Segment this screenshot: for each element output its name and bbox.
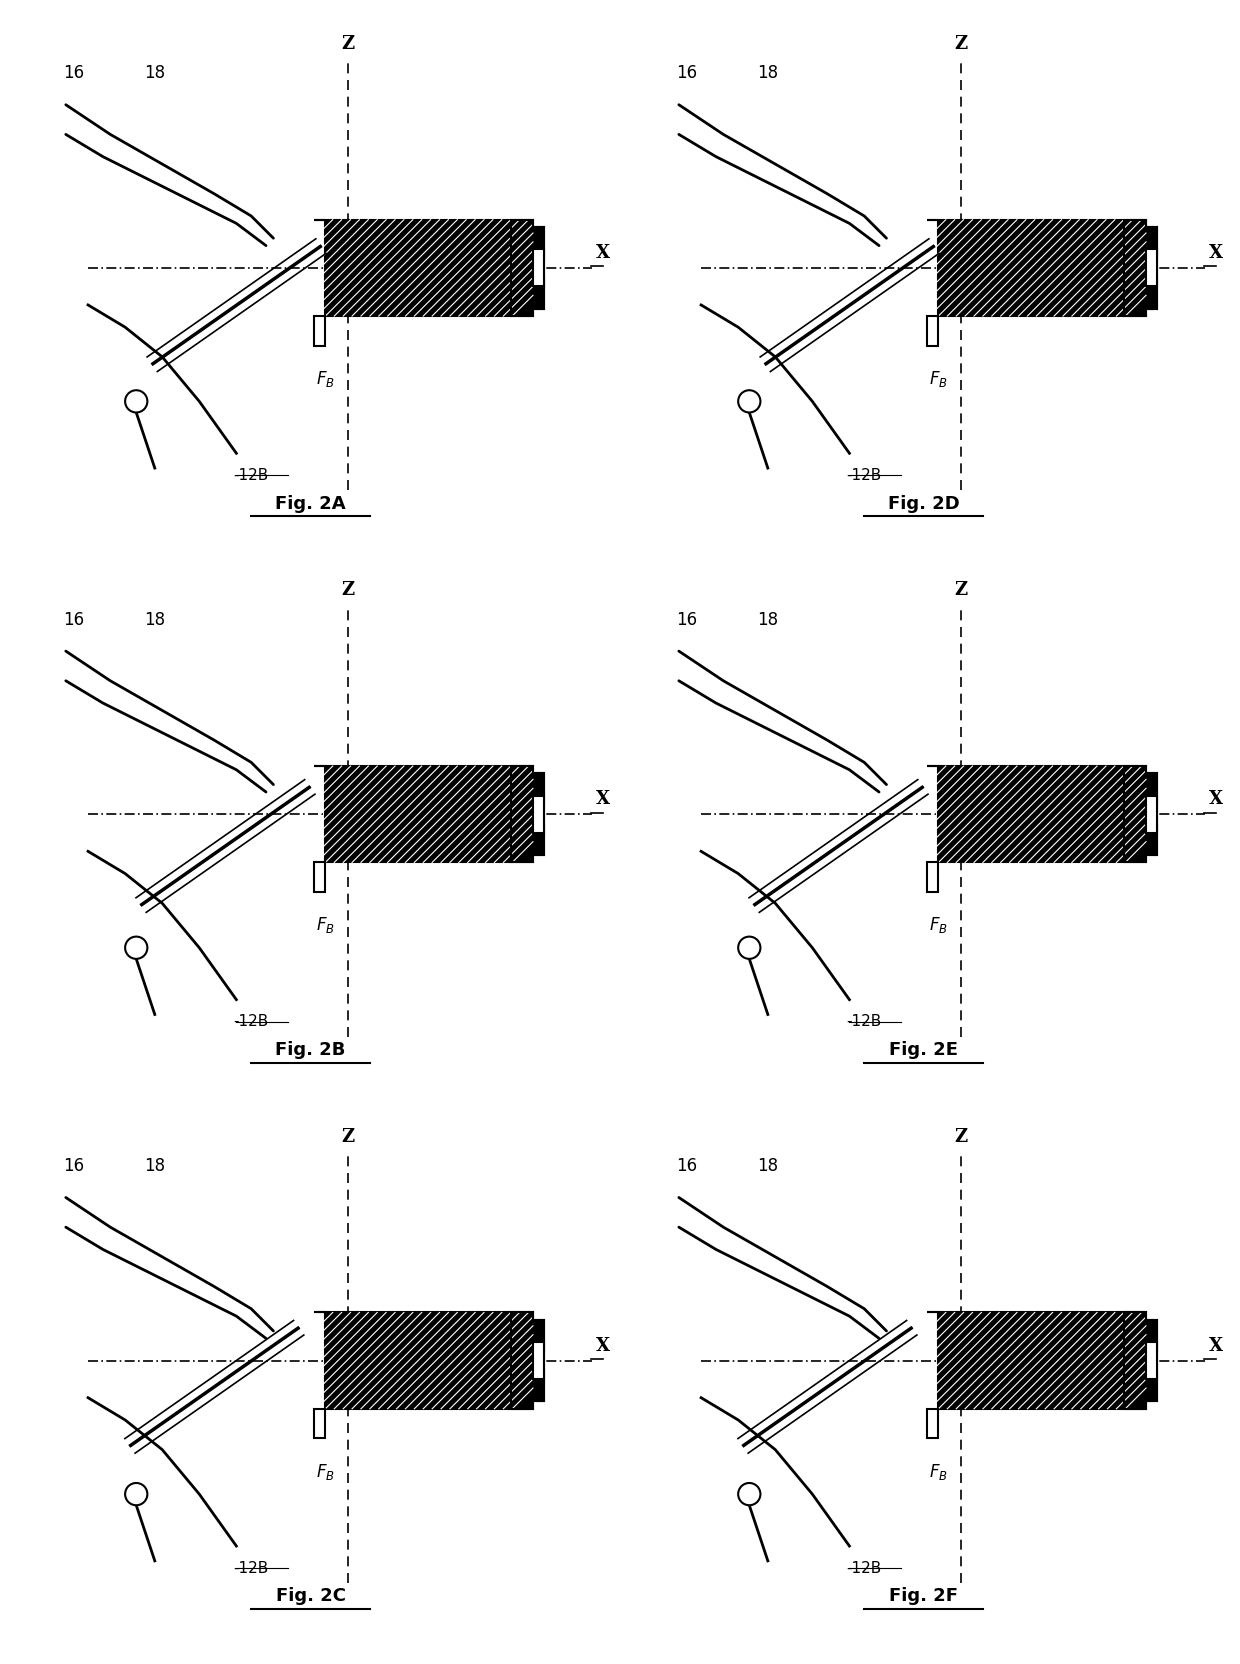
Text: Fig. 2D: Fig. 2D: [888, 494, 960, 513]
Text: X: X: [596, 1336, 610, 1354]
Circle shape: [738, 937, 760, 958]
Text: -12B: -12B: [847, 1561, 882, 1576]
Polygon shape: [928, 1409, 939, 1438]
Text: 18: 18: [758, 1156, 779, 1175]
Text: 18: 18: [144, 611, 165, 629]
Text: -12B: -12B: [847, 1015, 882, 1030]
Text: 16: 16: [63, 611, 84, 629]
Text: 18: 18: [758, 611, 779, 629]
Text: Z: Z: [341, 581, 355, 599]
Polygon shape: [928, 862, 939, 892]
Polygon shape: [1146, 250, 1157, 286]
Text: Fig. 2B: Fig. 2B: [275, 1042, 346, 1058]
Circle shape: [738, 1483, 760, 1506]
Text: X: X: [596, 245, 610, 261]
Polygon shape: [314, 862, 325, 892]
Circle shape: [738, 391, 760, 413]
Text: X: X: [1209, 245, 1223, 261]
Polygon shape: [314, 765, 544, 862]
Text: Fig. 2F: Fig. 2F: [889, 1587, 959, 1606]
Text: -12B: -12B: [233, 468, 269, 483]
Text: $F_B$: $F_B$: [929, 915, 947, 935]
Polygon shape: [314, 1409, 325, 1438]
Polygon shape: [314, 316, 325, 346]
Text: $F_B$: $F_B$: [316, 1463, 335, 1483]
Circle shape: [125, 391, 148, 413]
Text: Z: Z: [954, 1128, 967, 1145]
Text: 18: 18: [758, 65, 779, 83]
Text: -12B: -12B: [847, 468, 882, 483]
Text: Z: Z: [341, 1128, 355, 1145]
Polygon shape: [1146, 1343, 1157, 1379]
Text: Z: Z: [954, 35, 967, 53]
Circle shape: [125, 937, 148, 958]
Polygon shape: [533, 250, 544, 286]
Text: Z: Z: [341, 35, 355, 53]
Text: $F_B$: $F_B$: [316, 915, 335, 935]
Polygon shape: [928, 1313, 1157, 1409]
Text: $F_B$: $F_B$: [929, 1463, 947, 1483]
Text: -12B: -12B: [233, 1561, 269, 1576]
Text: Fig. 2A: Fig. 2A: [275, 494, 346, 513]
Text: 16: 16: [63, 1156, 84, 1175]
Polygon shape: [533, 795, 544, 832]
Text: 18: 18: [144, 65, 165, 83]
Text: 16: 16: [676, 1156, 697, 1175]
Text: Fig. 2C: Fig. 2C: [275, 1587, 346, 1606]
Polygon shape: [928, 316, 939, 346]
Text: 16: 16: [676, 65, 697, 83]
Text: 16: 16: [63, 65, 84, 83]
Text: X: X: [596, 790, 610, 809]
Polygon shape: [928, 220, 1157, 316]
Text: X: X: [1209, 1336, 1223, 1354]
Polygon shape: [314, 1313, 544, 1409]
Text: Fig. 2E: Fig. 2E: [889, 1042, 959, 1058]
Polygon shape: [533, 1343, 544, 1379]
Text: $F_B$: $F_B$: [316, 369, 335, 389]
Text: Z: Z: [954, 581, 967, 599]
Text: 18: 18: [144, 1156, 165, 1175]
Circle shape: [125, 1483, 148, 1506]
Text: X: X: [1209, 790, 1223, 809]
Text: -12B: -12B: [233, 1015, 269, 1030]
Polygon shape: [928, 765, 1157, 862]
Polygon shape: [314, 220, 544, 316]
Text: 16: 16: [676, 611, 697, 629]
Polygon shape: [1146, 795, 1157, 832]
Text: $F_B$: $F_B$: [929, 369, 947, 389]
